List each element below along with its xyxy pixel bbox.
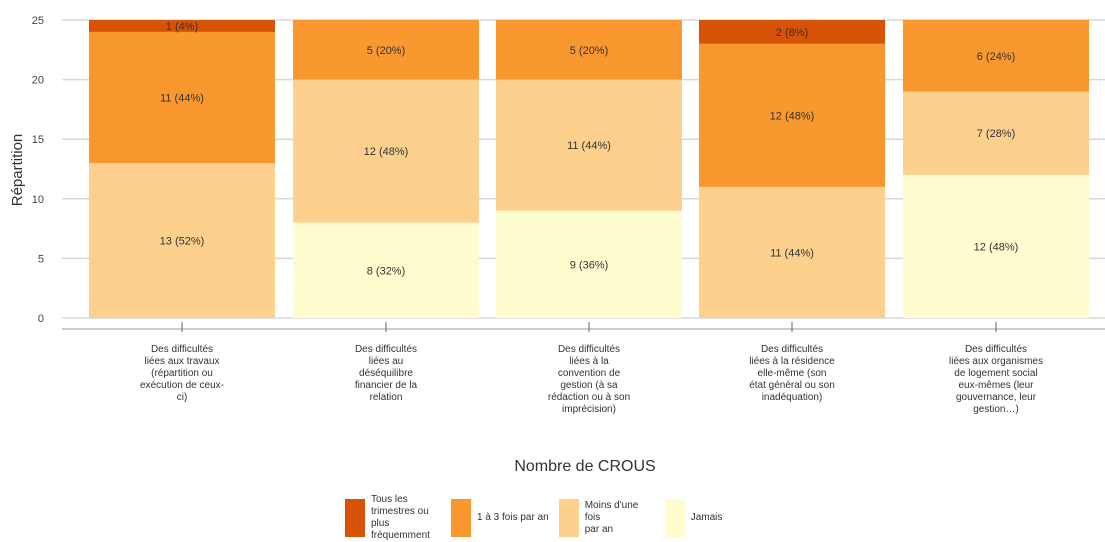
bar-segment (903, 174, 1089, 318)
legend-swatch (558, 499, 579, 537)
legend-item: Moins d'une fois par an (558, 499, 655, 537)
bar-segment (903, 91, 1089, 175)
legend-item: Tous les trimestres ou plus fréquemment (345, 494, 441, 542)
legend-label: Jamais (690, 512, 723, 523)
legend-swatch (451, 499, 471, 537)
y-tick-label: 15 (32, 134, 44, 146)
x-tick-label: Des difficultés liées à la résidence elle-… (749, 344, 835, 403)
data-label: 6 (24%) (977, 51, 1016, 63)
x-tick-label: Des difficultés liées aux travaux (réparti… (140, 344, 224, 403)
data-label: 5 (20%) (367, 45, 406, 57)
data-label: 7 (28%) (977, 128, 1016, 140)
data-label: 11 (44%) (567, 140, 611, 152)
bar-segment (903, 20, 1089, 92)
legend-item: Jamais (664, 499, 723, 537)
x-tick-label: Des difficultés liées aux organismes de lo… (949, 344, 1043, 415)
data-label: 1 (4%) (166, 21, 198, 33)
bar-segment (699, 20, 885, 44)
bar-segment (293, 20, 479, 80)
bar-segment (496, 20, 682, 80)
y-tick-label: 10 (32, 194, 44, 206)
data-label: 9 (36%) (570, 259, 609, 271)
data-label: 11 (44%) (770, 247, 814, 259)
bar-segment (293, 79, 479, 223)
bar-segment (89, 20, 275, 32)
legend-label: Moins d'une fois par an (584, 500, 639, 535)
x-tick-label: Des difficultés liées au déséquilibre finan… (355, 344, 418, 403)
y-axis-title: Répartition (9, 134, 26, 207)
y-axis: 0 5 10 15 20 25 (32, 15, 44, 325)
data-label: 2 (8%) (776, 27, 808, 39)
data-label: 12 (48%) (364, 146, 409, 158)
data-label: 12 (48%) (974, 241, 1019, 253)
data-label: 11 (44%) (160, 92, 204, 104)
y-tick-label: 25 (32, 15, 44, 27)
y-tick-label: 5 (38, 253, 44, 265)
data-label: 13 (52%) (160, 236, 205, 248)
bar-segment (496, 210, 682, 318)
legend-item: 1 à 3 fois par an (451, 499, 549, 537)
bars (89, 20, 1089, 318)
legend-label: Tous les trimestres ou plus fréquemment (371, 494, 430, 541)
y-tick-label: 0 (38, 313, 44, 325)
x-axis: Des difficultés liées aux travaux (réparti… (62, 322, 1105, 415)
bar-segment (293, 222, 479, 318)
data-label: 8 (32%) (367, 265, 406, 277)
legend: Tous les trimestres ou plus fréquemment 1… (345, 494, 722, 542)
bar-segment (699, 186, 885, 318)
legend-swatch (664, 499, 685, 537)
x-axis-title: Nombre de CROUS (514, 458, 655, 475)
data-label: 12 (48%) (770, 110, 815, 122)
bar-segment (496, 79, 682, 211)
y-tick-label: 20 (32, 75, 44, 87)
bar-segment (89, 163, 275, 318)
bar-segment (699, 43, 885, 187)
x-tick-label: Des difficultés liées à la convention de ge… (548, 344, 630, 415)
bar-segment (89, 31, 275, 164)
data-label: 5 (20%) (570, 45, 609, 57)
legend-label: 1 à 3 fois par an (477, 512, 549, 523)
legend-swatch (345, 499, 365, 537)
data-labels: 13 (52%) 11 (44%) 1 (4%) 8 (32%) 12 (48%) 5 (… (160, 21, 1019, 277)
